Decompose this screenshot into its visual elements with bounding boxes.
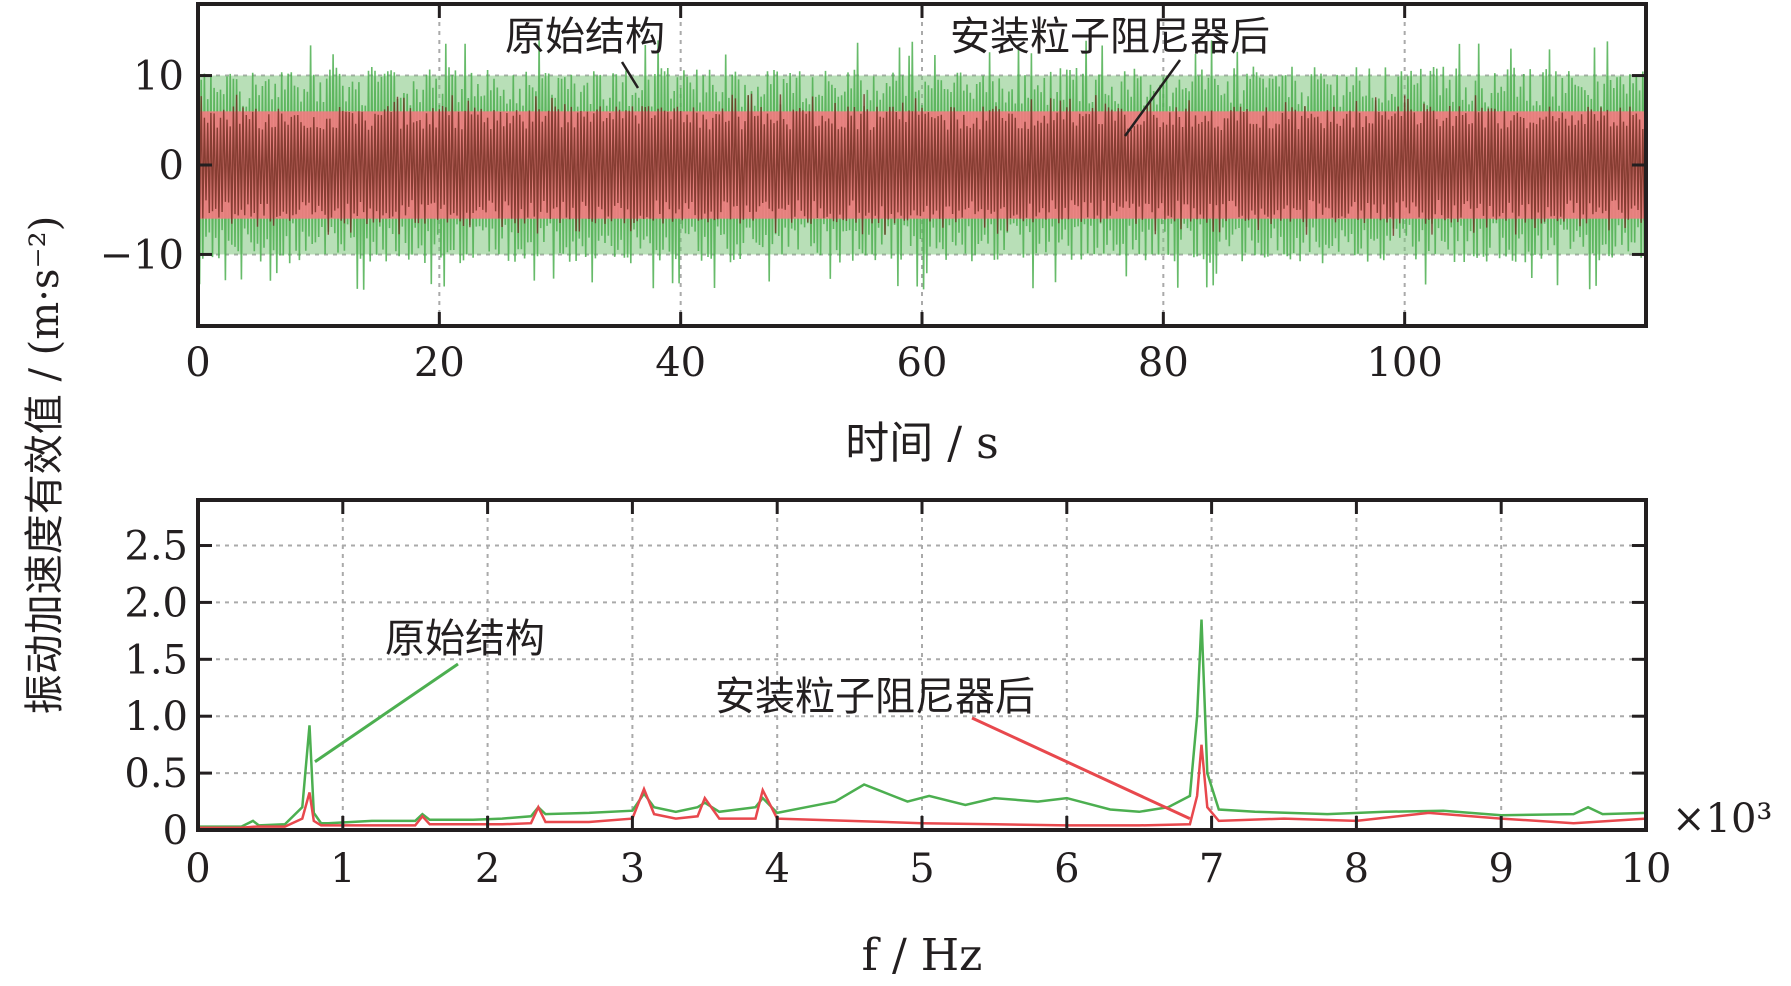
bottom-xtick-label-10: 10 xyxy=(1621,846,1672,892)
top-ticks xyxy=(196,4,1646,326)
bottom-xtick-label-4: 4 xyxy=(764,846,789,892)
top-xtick-label-3: 60 xyxy=(897,340,948,386)
bottom-series-damper xyxy=(198,744,1647,829)
bottom-xtick-label-3: 3 xyxy=(620,846,645,892)
top-xtick-label-2: 40 xyxy=(655,340,706,386)
bottom-annotation-original-text: 原始结构 xyxy=(385,616,545,662)
bottom-annotation-damper: 安装粒子阻尼器后 xyxy=(715,674,1191,820)
top-x-axis-label: 时间 / s xyxy=(845,418,998,469)
bottom-annotation-damper-text: 安装粒子阻尼器后 xyxy=(715,674,1035,720)
bottom-xtick-label-8: 8 xyxy=(1344,846,1369,892)
top-annotation-damper-text: 安装粒子阻尼器后 xyxy=(950,14,1270,60)
bottom-xtick-label-7: 7 xyxy=(1199,846,1224,892)
bottom-ticks xyxy=(196,500,1648,832)
bottom-tick-labels: 0 1 2 3 4 5 6 7 8 9 10 0 0.5 1.0 1.5 2.0 2.5 xyxy=(124,524,1671,892)
top-annotation-original-leader xyxy=(620,61,640,89)
bottom-x-axis-label: f / Hz xyxy=(862,930,983,981)
bottom-ytick-label-1: 0.5 xyxy=(124,751,188,797)
top-annotation-original-text: 原始结构 xyxy=(505,14,665,60)
top-ytick-label-2: 10 xyxy=(133,54,184,100)
bottom-xtick-label-6: 6 xyxy=(1054,846,1079,892)
bottom-annotation-original-leader xyxy=(314,662,459,763)
top-tick-labels: 0 20 40 60 80 100 −10 0 10 xyxy=(100,54,1443,386)
bottom-ytick-label-5: 2.5 xyxy=(124,524,188,570)
top-xtick-label-1: 20 xyxy=(414,340,465,386)
time-domain-chart: 0 20 40 60 80 100 −10 0 10 时间 / s 原始结构 安装粒子阻尼器后 xyxy=(100,2,1648,469)
top-xtick-label-0: 0 xyxy=(185,340,210,386)
bottom-ytick-label-2: 1.0 xyxy=(124,694,188,740)
bottom-grid xyxy=(198,500,1646,830)
bottom-annotation-original: 原始结构 xyxy=(314,616,545,763)
top-annotation-damper: 安装粒子阻尼器后 xyxy=(950,14,1270,137)
x-axis-multiplier: ×10³ xyxy=(1672,796,1772,842)
bottom-ytick-label-0: 0 xyxy=(163,808,188,854)
frequency-domain-chart: 0 1 2 3 4 5 6 7 8 9 10 0 0.5 1.0 1.5 2.0 2.5 ×10³ f / Hz… xyxy=(124,498,1772,981)
top-ytick-label-0: −10 xyxy=(100,232,184,278)
top-ytick-label-1: 0 xyxy=(159,143,184,189)
top-xtick-label-5: 100 xyxy=(1366,340,1442,386)
bottom-xtick-label-0: 0 xyxy=(185,846,210,892)
top-signal xyxy=(197,40,1647,290)
bottom-ytick-label-3: 1.5 xyxy=(124,637,188,683)
bottom-ytick-label-4: 2.0 xyxy=(124,580,188,626)
top-series-damper xyxy=(197,93,1647,236)
bottom-xtick-label-2: 2 xyxy=(475,846,500,892)
bottom-x-axis-label-text: f / Hz xyxy=(862,930,983,981)
top-annotation-damper-leader xyxy=(1123,59,1182,137)
bottom-xtick-label-9: 9 xyxy=(1488,846,1513,892)
bottom-xtick-label-1: 1 xyxy=(330,846,355,892)
bottom-xtick-label-5: 5 xyxy=(909,846,934,892)
top-xtick-label-4: 80 xyxy=(1138,340,1189,386)
y-axis-label: 振动加速度有效值 / (m·s⁻²) xyxy=(22,216,68,714)
top-annotation-original: 原始结构 xyxy=(505,14,665,89)
bottom-annotation-damper-leader xyxy=(971,716,1191,820)
